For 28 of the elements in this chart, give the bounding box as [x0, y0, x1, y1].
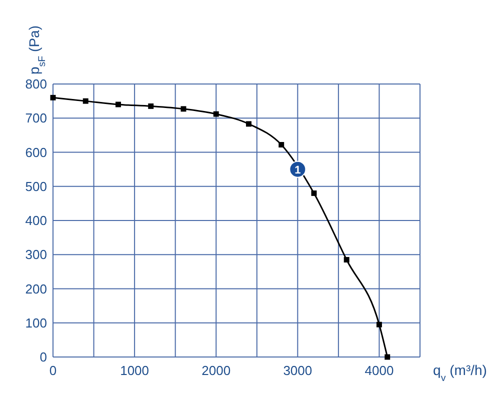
point: [344, 257, 350, 262]
y-tick-label: 100: [25, 315, 47, 330]
point: [116, 102, 121, 108]
y-tick-label: 500: [25, 178, 47, 194]
point: [376, 322, 382, 328]
point: [278, 142, 284, 148]
y-tick-label: 700: [25, 110, 47, 126]
annotation: 1: [294, 164, 301, 176]
point: [82, 98, 88, 104]
point: [384, 354, 390, 360]
point: [213, 111, 219, 117]
x-tick-label: 4000: [364, 363, 394, 378]
y-tick-label: 200: [25, 281, 47, 296]
y-tick-label: 800: [25, 76, 47, 92]
point: [311, 190, 317, 196]
y-tick-label: 300: [25, 247, 47, 262]
y-tick-label: 600: [25, 144, 47, 160]
x-tick-label: 2000: [202, 363, 231, 378]
x-axis-title: q$_{v}$ (m³/h): [433, 362, 487, 384]
x-tick-label: 0: [49, 363, 57, 378]
point: [180, 106, 186, 112]
point: [148, 103, 154, 109]
x-tick-label: 1000: [120, 363, 150, 378]
y-tick-label: 400: [25, 213, 47, 228]
point: [50, 94, 56, 100]
x-tick-label: 3000: [283, 363, 312, 378]
point: [246, 121, 252, 127]
y-tick-label: 0: [40, 350, 47, 364]
